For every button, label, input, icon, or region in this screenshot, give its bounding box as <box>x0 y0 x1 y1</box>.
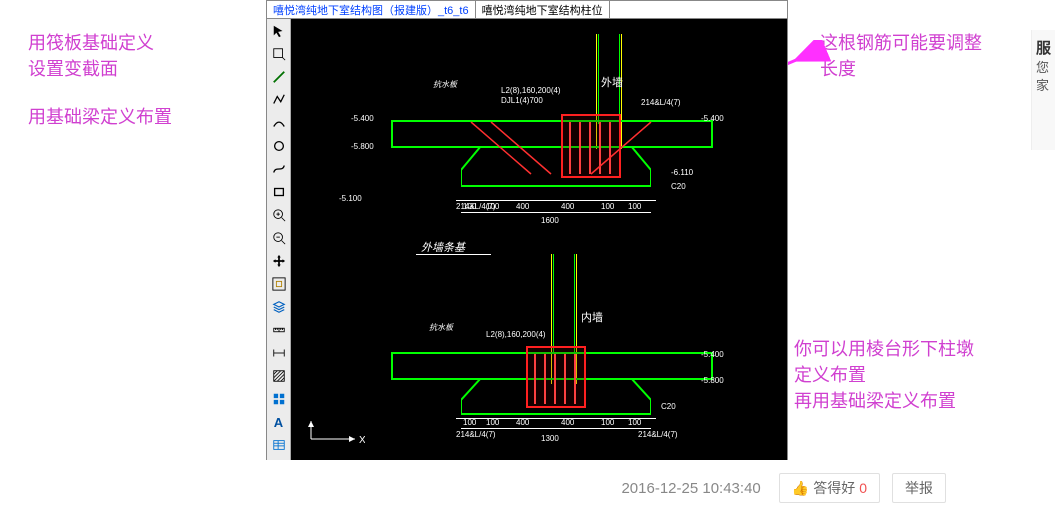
dim-top: L2(8),160,200(4) <box>486 330 546 339</box>
grid-icon[interactable] <box>269 389 289 409</box>
ucs-icon: X <box>305 419 365 452</box>
cad-window: 嘻悦湾纯地下室结构图（报建版）_t6_t6 嘻悦湾纯地下室结构柱位 A <box>266 0 788 460</box>
note-text: 这根钢筋可能要调整 <box>820 30 1030 56</box>
rectangle-icon[interactable] <box>269 182 289 202</box>
elev: -5.400 <box>701 114 724 123</box>
like-count: 0 <box>859 480 867 496</box>
side-panel-title: 服 <box>1036 38 1051 59</box>
side-panel: 服 您 家 <box>1031 30 1055 150</box>
dim: C20 <box>661 402 676 411</box>
elev: -5.800 <box>351 142 374 151</box>
dim-cell: 100 <box>601 418 614 427</box>
polyline-icon[interactable] <box>269 90 289 110</box>
dim: C20 <box>671 182 686 191</box>
wall-label: 外墙 <box>601 74 623 90</box>
text-icon[interactable]: A <box>269 412 289 432</box>
dim: 214&L/4(7) <box>456 430 496 439</box>
zoom-out-icon[interactable] <box>269 228 289 248</box>
zoom-window-icon[interactable] <box>269 44 289 64</box>
cad-toolbar: A <box>267 19 291 460</box>
layers-icon[interactable] <box>269 297 289 317</box>
note-text: 你可以用棱台形下柱墩 <box>794 336 1034 362</box>
pan-icon[interactable] <box>269 251 289 271</box>
circle-icon[interactable] <box>269 136 289 156</box>
elev: -6.110 <box>671 168 693 177</box>
tab-bar: 嘻悦湾纯地下室结构图（报建版）_t6_t6 嘻悦湾纯地下室结构柱位 <box>267 1 787 19</box>
zoom-in-icon[interactable] <box>269 205 289 225</box>
arc-icon[interactable] <box>269 113 289 133</box>
right-bottom-annotation: 你可以用棱台形下柱墩 定义布置 再用基础梁定义布置 <box>794 336 1034 414</box>
dim-cell: 400 <box>561 202 574 211</box>
dim-top2: DJL1(4)700 <box>501 96 543 105</box>
right-top-annotation: 这根钢筋可能要调整 长度 <box>820 30 1030 82</box>
dim-cell: 400 <box>516 202 529 211</box>
extents-icon[interactable] <box>269 274 289 294</box>
wall-label: 内墙 <box>581 309 603 325</box>
side-panel-line: 家 <box>1036 77 1051 95</box>
table-icon[interactable] <box>269 435 289 455</box>
dim-cell: 100 <box>628 418 641 427</box>
dim-cell: 100 <box>486 418 499 427</box>
note-text: 再用基础梁定义布置 <box>794 388 1034 414</box>
elev: -5.800 <box>701 376 724 385</box>
side-panel-line: 您 <box>1036 59 1051 77</box>
spline-icon[interactable] <box>269 159 289 179</box>
select-icon[interactable] <box>269 21 289 41</box>
hatch-icon[interactable] <box>269 366 289 386</box>
dim-cell: 400 <box>561 418 574 427</box>
section-outer-wall: 外墙 抗水板 L2(8),160,200(4) DJL1(4)700 -5.40… <box>331 34 741 244</box>
dim-cell: 100 <box>486 202 499 211</box>
dim-cell: 400 <box>516 418 529 427</box>
label-slab: 抗水板 <box>433 79 457 90</box>
label-slab: 抗水板 <box>429 322 453 333</box>
like-label: 答得好 <box>813 478 855 498</box>
report-button[interactable]: 举报 <box>892 473 946 503</box>
elev: -5.100 <box>339 194 362 203</box>
dim-total: 1300 <box>541 434 559 443</box>
dim-top: L2(8),160,200(4) <box>501 86 561 95</box>
section-inner-wall: 内墙 抗水板 L2(8),160,200(4) -5.400 -5.800 C2… <box>331 254 741 449</box>
tab-drawing-2[interactable]: 嘻悦湾纯地下室结构柱位 <box>476 1 610 18</box>
like-button[interactable]: 👍 答得好 0 <box>779 473 880 503</box>
dim-total: 1600 <box>541 216 559 225</box>
note-text: 长度 <box>820 56 1030 82</box>
line-icon[interactable] <box>269 67 289 87</box>
section-title: 外墙条基 <box>421 239 465 255</box>
tab-drawing-1[interactable]: 嘻悦湾纯地下室结构图（报建版）_t6_t6 <box>267 1 476 18</box>
timestamp: 2016-12-25 10:43:40 <box>621 480 760 497</box>
elev: -5.400 <box>701 350 724 359</box>
note-text: 设置变截面 <box>28 56 228 82</box>
dim-cell: 100 <box>601 202 614 211</box>
note-text: 用筏板基础定义 <box>28 30 228 56</box>
dim-cell: 100 <box>463 202 476 211</box>
thumbs-up-icon: 👍 <box>792 480 809 497</box>
dim: 214&L/4(7) <box>638 430 678 439</box>
dim-cell: 100 <box>628 202 641 211</box>
dim: 214&L/4(7) <box>641 98 681 107</box>
note-text: 定义布置 <box>794 362 1034 388</box>
left-annotation: 用筏板基础定义 设置变截面 用基础梁定义布置 <box>28 30 228 130</box>
note-text: 用基础梁定义布置 <box>28 104 228 130</box>
measure-icon[interactable] <box>269 320 289 340</box>
svg-text:X: X <box>359 435 365 446</box>
post-footer: 2016-12-25 10:43:40 👍 答得好 0 举报 <box>266 468 946 508</box>
dim-cell: 100 <box>463 418 476 427</box>
cad-canvas[interactable]: 外墙 抗水板 L2(8),160,200(4) DJL1(4)700 -5.40… <box>291 19 787 460</box>
elev: -5.400 <box>351 114 374 123</box>
dimension-icon[interactable] <box>269 343 289 363</box>
